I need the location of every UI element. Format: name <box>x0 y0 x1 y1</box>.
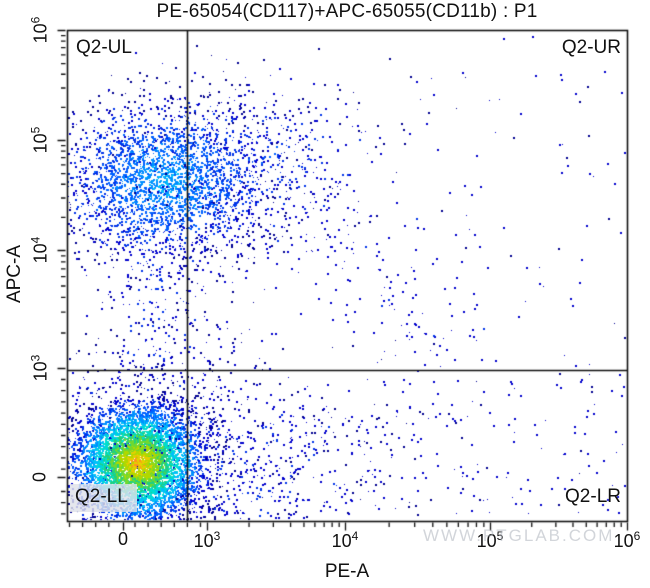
quadrant-label-upper-right: Q2-UR <box>561 37 621 58</box>
quadrant-label-lower-left: Q2-LL <box>70 484 137 512</box>
x-tick-label: 104 <box>331 529 359 551</box>
plot-title: PE-65054(CD117)+APC-65055(CD11b) : P1 <box>156 1 538 22</box>
x-axis-title: PE-A <box>324 561 370 582</box>
quadrant-label-lower-right: Q2-LR <box>565 486 621 507</box>
quadrant-label-upper-left: Q2-UL <box>76 37 132 58</box>
y-tick-label: 104 <box>28 236 51 264</box>
y-tick-label: 0 <box>29 471 50 483</box>
x-tick-label: 105 <box>476 529 504 551</box>
x-tick-label: 0 <box>117 529 129 549</box>
y-axis-title: APC-A <box>4 244 25 304</box>
y-tick-label: 103 <box>28 354 51 382</box>
x-tick-label: 103 <box>193 529 221 551</box>
y-tick-label: 106 <box>28 16 51 44</box>
x-tick-label: 106 <box>613 529 641 551</box>
y-tick-label: 105 <box>28 126 51 154</box>
watermark-text: WWW.PTGLAB.COM <box>423 526 615 545</box>
